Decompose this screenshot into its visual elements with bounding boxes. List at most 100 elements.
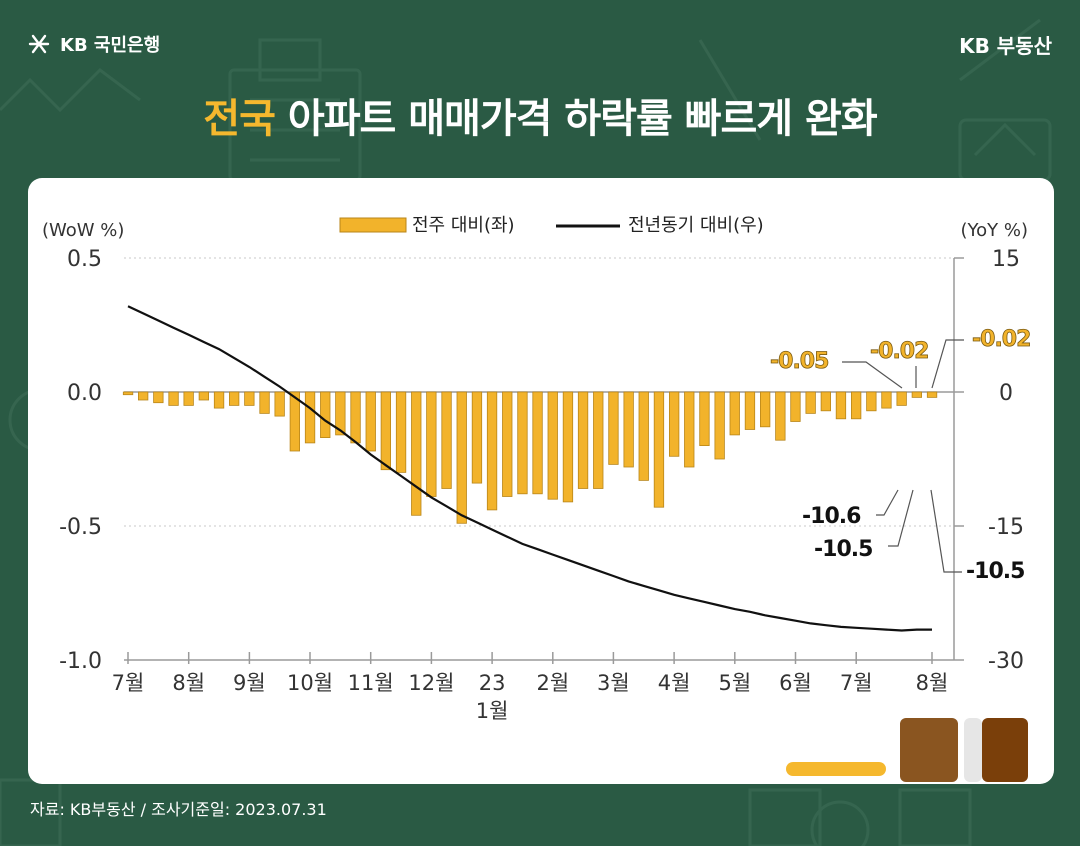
y-right-axis-label: (YoY %) (961, 220, 1028, 241)
bar (562, 391, 574, 503)
bar (835, 391, 847, 420)
chart: 전주 대비(좌) 전년동기 대비(우) (WoW %) (YoY %) 0.5 … (42, 215, 1032, 723)
bar (274, 391, 285, 417)
bank-logo: KB 국민은행 (26, 30, 160, 58)
bar (547, 391, 558, 500)
bar (623, 391, 634, 468)
bar (138, 391, 149, 401)
bar (122, 391, 134, 396)
bar (577, 391, 589, 489)
legend-line-label: 전년동기 대비(우) (628, 215, 764, 236)
bar-annotation-leaders (842, 339, 964, 389)
decorative-block (964, 718, 982, 782)
right-axis-ticks (954, 257, 964, 661)
line-series (127, 305, 932, 632)
source-note: 자료: KB부동산 / 조사기준일: 2023.07.31 (30, 800, 327, 819)
brand-name: KB 부동산 (959, 34, 1052, 58)
kb-star-icon (28, 34, 50, 54)
bar (183, 391, 194, 406)
y-left-axis-label: (WoW %) (42, 220, 124, 241)
x-tick-label: 2월 (536, 671, 569, 695)
bar (335, 391, 346, 436)
bar (790, 391, 801, 422)
bar (593, 391, 604, 489)
bar (168, 391, 179, 406)
x-tick-label: 7월 (112, 671, 145, 695)
bar (608, 391, 619, 465)
bar (881, 391, 892, 409)
bar-annotations: -0.05 -0.02 -0.02 (770, 327, 1032, 375)
bar (820, 391, 831, 412)
decorative-bar (786, 762, 886, 776)
line-annotation-leaders (876, 489, 962, 573)
y-right-tick: 15 (992, 247, 1020, 272)
x-tick-label: 11월 (348, 671, 394, 695)
bar (380, 391, 392, 471)
bar (744, 391, 756, 430)
gridlines (124, 257, 954, 527)
bar (699, 391, 710, 446)
bar (653, 391, 665, 508)
x-tick-label: 8월 (916, 671, 949, 695)
x-tick-label: 23 (479, 671, 506, 695)
bar-annotation: -0.02 (870, 339, 928, 364)
bar (228, 391, 240, 406)
bar (502, 391, 513, 497)
bar (669, 391, 680, 457)
bar (638, 391, 649, 481)
bar (517, 391, 528, 495)
x-tick-label: 4월 (658, 671, 691, 695)
line-annotations: -10.6 -10.5 -10.5 (802, 504, 1025, 584)
legend-bar-swatch (339, 217, 407, 233)
x-tick-label: 1월 (476, 699, 509, 723)
title-highlight: 전국 (203, 96, 276, 142)
line-annotation: -10.5 (966, 559, 1024, 584)
bar (198, 391, 210, 401)
y-right-tick: -30 (988, 649, 1024, 674)
bar (714, 391, 725, 460)
bar-series (122, 391, 938, 524)
bar (866, 391, 877, 412)
title-rest: 아파트 매매가격 하락률 빠르게 완화 (274, 96, 878, 142)
y-right-tick: -15 (988, 515, 1024, 540)
line-annotation: -10.5 (814, 537, 872, 562)
x-axis-ticks: 7월 8월 9월 10월 11월 12월 23 1월 2월 3월 4월 5월 6월 7월 8월 (112, 652, 949, 723)
line-annotation: -10.6 (802, 504, 861, 529)
bar (896, 391, 907, 406)
x-tick-label: 5월 (718, 671, 751, 695)
decorative-block (900, 718, 958, 782)
bar (471, 391, 483, 484)
x-tick-label: 7월 (840, 671, 873, 695)
legend: 전주 대비(좌) 전년동기 대비(우) (339, 215, 764, 236)
bar (395, 391, 407, 473)
x-tick-label: 3월 (597, 671, 630, 695)
bar (486, 391, 498, 511)
x-tick-label: 9월 (233, 671, 266, 695)
bar (760, 391, 771, 428)
bar (456, 391, 467, 524)
bar (426, 391, 437, 497)
x-tick-label: 10월 (287, 671, 333, 695)
x-tick-label: 6월 (779, 671, 812, 695)
bar (304, 391, 316, 444)
bar (213, 391, 225, 409)
bar (289, 391, 301, 452)
x-tick-label: 8월 (172, 671, 205, 695)
bar (911, 391, 922, 398)
bar (684, 391, 695, 468)
decorative-block (982, 718, 1028, 782)
bar (441, 391, 452, 489)
bar (320, 391, 331, 438)
bar (532, 391, 543, 495)
y-left-tick: -0.5 (59, 515, 102, 540)
bank-name: KB 국민은행 (60, 35, 161, 56)
bar (411, 391, 422, 516)
bar (775, 391, 786, 441)
bar (259, 391, 270, 414)
bar (365, 391, 376, 452)
x-tick-label: 12월 (408, 671, 454, 695)
y-left-tick: -1.0 (59, 649, 102, 674)
y-left-tick: 0.0 (67, 381, 102, 406)
bar (153, 391, 164, 404)
bar (729, 391, 740, 436)
